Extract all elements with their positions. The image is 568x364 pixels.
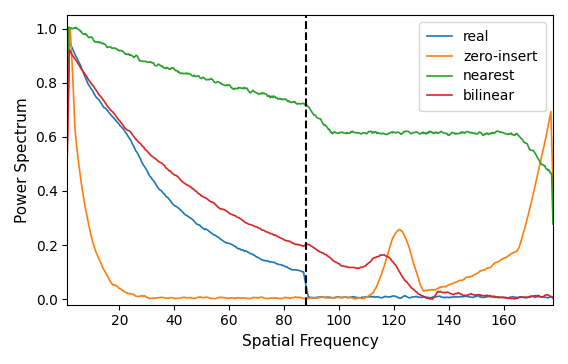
nearest bbox=[202, 76, 208, 81]
nearest bbox=[550, 222, 557, 226]
real bbox=[502, 295, 509, 300]
zero-insert bbox=[503, 255, 510, 260]
bilinear bbox=[64, 154, 70, 158]
bilinear bbox=[218, 207, 225, 211]
Line: nearest: nearest bbox=[67, 27, 553, 224]
zero-insert bbox=[550, 187, 557, 191]
real bbox=[550, 296, 557, 300]
real bbox=[396, 296, 403, 300]
real bbox=[442, 295, 449, 300]
zero-insert bbox=[384, 253, 391, 257]
X-axis label: Spatial Frequency: Spatial Frequency bbox=[242, 334, 378, 349]
bilinear bbox=[429, 297, 436, 301]
zero-insert bbox=[443, 284, 450, 288]
nearest bbox=[218, 82, 225, 86]
zero-insert bbox=[302, 297, 309, 301]
bilinear bbox=[383, 254, 390, 258]
Y-axis label: Power Spectrum: Power Spectrum bbox=[15, 97, 30, 223]
bilinear bbox=[183, 183, 190, 187]
real bbox=[201, 227, 207, 231]
nearest bbox=[383, 132, 390, 136]
Line: zero-insert: zero-insert bbox=[67, 28, 553, 299]
nearest bbox=[183, 71, 190, 75]
bilinear bbox=[503, 296, 510, 300]
real bbox=[64, 26, 70, 31]
real bbox=[383, 294, 390, 299]
bilinear bbox=[550, 296, 557, 300]
zero-insert bbox=[202, 296, 208, 300]
nearest bbox=[65, 25, 72, 29]
real bbox=[218, 237, 224, 241]
zero-insert bbox=[218, 295, 225, 300]
nearest bbox=[502, 131, 509, 136]
real bbox=[183, 213, 190, 217]
zero-insert bbox=[66, 25, 73, 30]
bilinear bbox=[202, 195, 208, 200]
Legend: real, zero-insert, nearest, bilinear: real, zero-insert, nearest, bilinear bbox=[419, 22, 546, 111]
nearest bbox=[64, 26, 70, 31]
nearest bbox=[442, 131, 449, 135]
zero-insert bbox=[64, 142, 70, 147]
zero-insert bbox=[183, 296, 190, 300]
Line: bilinear: bilinear bbox=[67, 50, 553, 299]
bilinear bbox=[443, 290, 450, 294]
Line: real: real bbox=[67, 28, 553, 298]
bilinear bbox=[66, 48, 73, 52]
